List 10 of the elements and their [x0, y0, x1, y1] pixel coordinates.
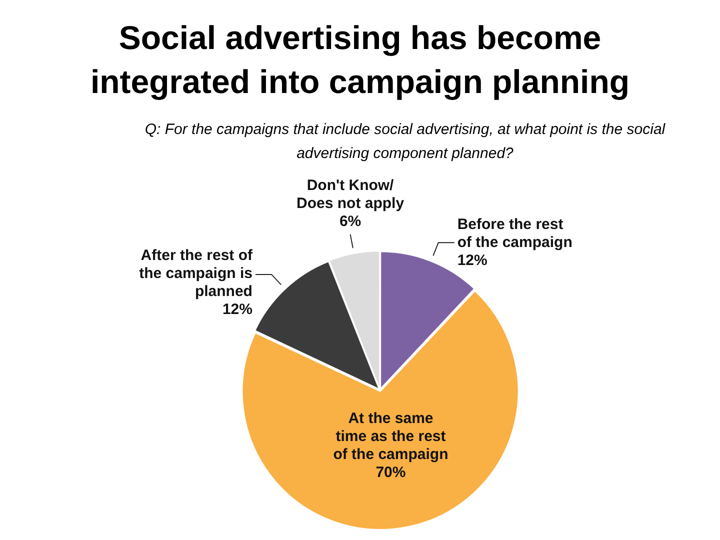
data-label: 70% — [376, 464, 406, 482]
chart-subtitle: Q: For the campaigns that include social advertising, at what point is the social advertising component planned? — [144, 120, 666, 164]
data-label: 6% — [339, 213, 362, 232]
data-label: 12% — [457, 252, 488, 270]
data-label: 12% — [222, 301, 252, 320]
slice-label: At the same time as the rest of the campaign — [332, 410, 449, 464]
slice-label: Before the rest of the campaign — [457, 216, 574, 252]
slice-label: Don't Know/ Does not apply — [296, 177, 406, 214]
chart-title: Social advertising has become integrated into campaign planning — [89, 18, 631, 102]
slice-label: After the rest of the campaign is planned — [138, 247, 252, 302]
